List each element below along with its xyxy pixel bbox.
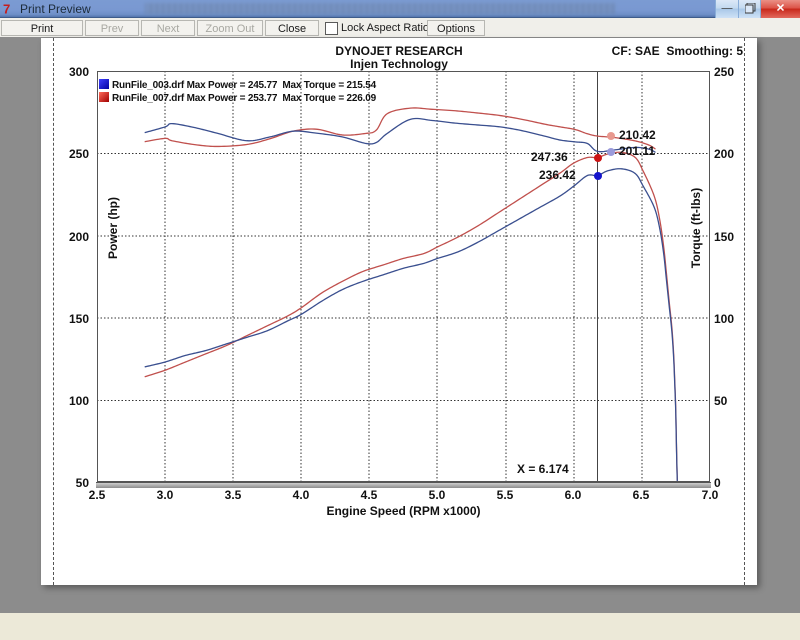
svg-text:7: 7 (3, 2, 10, 16)
